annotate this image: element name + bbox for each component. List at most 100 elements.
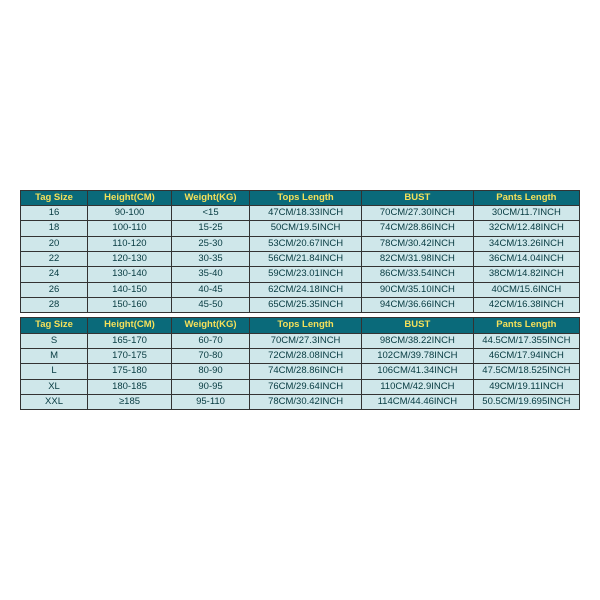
table-cell: 70-80 [171,349,249,364]
table-cell: 38CM/14.82INCH [473,267,579,282]
col-header: Tag Size [21,318,88,333]
col-header: Weight(KG) [171,318,249,333]
table-cell: 42CM/16.38INCH [473,298,579,313]
table-cell: 47.5CM/18.525INCH [473,364,579,379]
table-row: XL180-18590-9576CM/29.64INCH110CM/42.9IN… [21,379,580,394]
table-cell: 40-45 [171,282,249,297]
kids-size-body: 1690-100<1547CM/18.33INCH70CM/27.30INCH3… [21,205,580,312]
table-cell: 170-175 [88,349,172,364]
table-cell: 25-30 [171,236,249,251]
table-cell: 32CM/12.48INCH [473,221,579,236]
table-cell: 46CM/17.94INCH [473,349,579,364]
col-header: Tops Length [250,190,362,205]
table-cell: 70CM/27.3INCH [250,333,362,348]
table-row: 20110-12025-3053CM/20.67INCH78CM/30.42IN… [21,236,580,251]
col-header: Tag Size [21,190,88,205]
table-cell: 80-90 [171,364,249,379]
table-cell: 120-130 [88,251,172,266]
col-header: Weight(KG) [171,190,249,205]
table-cell: 95-110 [171,395,249,410]
table-cell: 74CM/28.86INCH [250,364,362,379]
table-row: 1690-100<1547CM/18.33INCH70CM/27.30INCH3… [21,205,580,220]
table-cell: 49CM/19.11INCH [473,379,579,394]
table-row: 28150-16045-5065CM/25.35INCH94CM/36.66IN… [21,298,580,313]
table-row: S165-17060-7070CM/27.3INCH98CM/38.22INCH… [21,333,580,348]
table-cell: 130-140 [88,267,172,282]
table-cell: 28 [21,298,88,313]
table-cell: 76CM/29.64INCH [250,379,362,394]
table-cell: 50CM/19.5INCH [250,221,362,236]
table-cell: 140-150 [88,282,172,297]
table-cell: 94CM/36.66INCH [361,298,473,313]
table-cell: 175-180 [88,364,172,379]
table-cell: 50.5CM/19.695INCH [473,395,579,410]
table-cell: 98CM/38.22INCH [361,333,473,348]
table-cell: 110-120 [88,236,172,251]
table-row: XXL≥18595-11078CM/30.42INCH114CM/44.46IN… [21,395,580,410]
col-header: Height(CM) [88,190,172,205]
table-cell: 56CM/21.84INCH [250,251,362,266]
table-cell: 150-160 [88,298,172,313]
table-header-row: Tag Size Height(CM) Weight(KG) Tops Leng… [21,190,580,205]
table-cell: 106CM/41.34INCH [361,364,473,379]
table-cell: 65CM/25.35INCH [250,298,362,313]
table-cell: 18 [21,221,88,236]
table-cell: L [21,364,88,379]
adult-size-body: S165-17060-7070CM/27.3INCH98CM/38.22INCH… [21,333,580,410]
table-cell: 36CM/14.04INCH [473,251,579,266]
table-cell: 53CM/20.67INCH [250,236,362,251]
table-cell: XL [21,379,88,394]
table-cell: M [21,349,88,364]
table-row: M170-17570-8072CM/28.08INCH102CM/39.78IN… [21,349,580,364]
table-cell: 47CM/18.33INCH [250,205,362,220]
table-cell: 62CM/24.18INCH [250,282,362,297]
table-cell: 26 [21,282,88,297]
table-cell: S [21,333,88,348]
col-header: Tops Length [250,318,362,333]
table-cell: 59CM/23.01INCH [250,267,362,282]
kids-size-table: Tag Size Height(CM) Weight(KG) Tops Leng… [20,190,580,314]
table-row: 24130-14035-4059CM/23.01INCH86CM/33.54IN… [21,267,580,282]
table-cell: 165-170 [88,333,172,348]
table-cell: 180-185 [88,379,172,394]
table-cell: 90-95 [171,379,249,394]
table-cell: 90-100 [88,205,172,220]
table-cell: 24 [21,267,88,282]
table-cell: 90CM/35.10INCH [361,282,473,297]
table-cell: 72CM/28.08INCH [250,349,362,364]
table-cell: 74CM/28.86INCH [361,221,473,236]
table-cell: 114CM/44.46INCH [361,395,473,410]
table-cell: 35-40 [171,267,249,282]
table-cell: 30-35 [171,251,249,266]
table-cell: 40CM/15.6INCH [473,282,579,297]
col-header: BUST [361,190,473,205]
table-row: L175-18080-9074CM/28.86INCH106CM/41.34IN… [21,364,580,379]
table-cell: 44.5CM/17.355INCH [473,333,579,348]
col-header: BUST [361,318,473,333]
table-cell: 30CM/11.7INCH [473,205,579,220]
size-chart-container: Tag Size Height(CM) Weight(KG) Tops Leng… [20,190,580,411]
table-cell: 82CM/31.98INCH [361,251,473,266]
table-cell: 15-25 [171,221,249,236]
table-cell: 102CM/39.78INCH [361,349,473,364]
table-cell: 78CM/30.42INCH [361,236,473,251]
table-row: 22120-13030-3556CM/21.84INCH82CM/31.98IN… [21,251,580,266]
table-cell: 86CM/33.54INCH [361,267,473,282]
table-cell: 78CM/30.42INCH [250,395,362,410]
table-cell: 45-50 [171,298,249,313]
table-cell: <15 [171,205,249,220]
table-cell: 100-110 [88,221,172,236]
col-header: Height(CM) [88,318,172,333]
table-cell: 20 [21,236,88,251]
table-header-row: Tag Size Height(CM) Weight(KG) Tops Leng… [21,318,580,333]
table-cell: 34CM/13.26INCH [473,236,579,251]
table-cell: 110CM/42.9INCH [361,379,473,394]
adult-size-table: Tag Size Height(CM) Weight(KG) Tops Leng… [20,317,580,410]
table-row: 18100-11015-2550CM/19.5INCH74CM/28.86INC… [21,221,580,236]
col-header: Pants Length [473,318,579,333]
table-cell: XXL [21,395,88,410]
table-cell: 16 [21,205,88,220]
table-row: 26140-15040-4562CM/24.18INCH90CM/35.10IN… [21,282,580,297]
col-header: Pants Length [473,190,579,205]
table-cell: 70CM/27.30INCH [361,205,473,220]
